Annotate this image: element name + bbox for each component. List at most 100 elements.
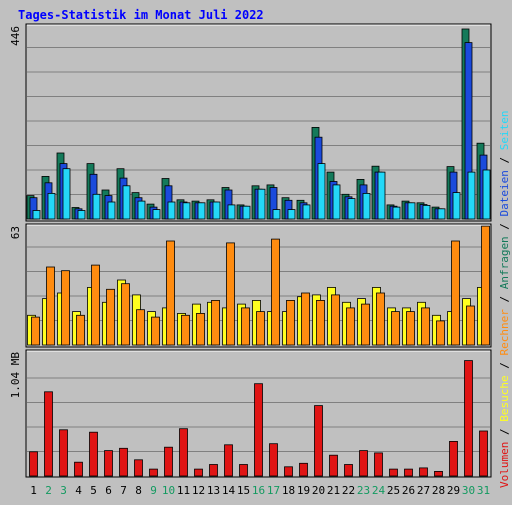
day-label-16: 16 [252,484,265,497]
bar-rechner-day-26 [406,311,415,346]
day-label-7: 7 [120,484,127,497]
bar-seiten-day-16 [257,188,266,220]
bar-seiten-day-11 [182,202,191,220]
bar-rechner-day-30 [466,305,475,346]
y-max-label-bottom: 1.04 MB [9,352,22,399]
bar-seiten-day-18 [287,209,296,220]
bar-volumen-day-16 [254,383,263,477]
bar-rechner-day-19 [301,292,310,346]
bar-seiten-day-3 [62,168,71,220]
bar-volumen-day-27 [419,467,428,477]
day-label-11: 11 [177,484,190,497]
bar-rechner-day-27 [421,307,430,346]
legend-entry-besuche: Besuche [498,375,511,421]
bar-rechner-day-13 [211,299,220,346]
bar-rechner-day-24 [376,292,385,346]
bar-rechner-day-22 [346,307,355,346]
day-label-21: 21 [327,484,340,497]
legend-entry-seiten: Seiten [498,110,511,150]
bar-seiten-day-26 [407,202,416,220]
bar-rechner-day-23 [361,303,370,346]
bar-volumen-day-12 [194,468,203,477]
legend-separator: / [498,356,511,376]
bar-rechner-day-25 [391,311,400,346]
bar-rechner-day-1 [31,316,40,346]
bar-volumen-day-30 [464,360,473,477]
y-max-label-middle: 63 [9,226,22,239]
day-label-12: 12 [192,484,205,497]
legend-entry-volumen: Volumen [498,442,511,488]
bar-rechner-day-4 [76,314,85,346]
legend-separator: / [498,150,511,170]
bar-rechner-day-14 [226,242,235,346]
bar-seiten-day-25 [392,206,401,220]
bar-rechner-day-3 [61,270,70,346]
bar-seiten-day-13 [212,201,221,220]
bar-volumen-day-21 [329,454,338,477]
bar-rechner-day-21 [331,294,340,346]
day-label-17: 17 [267,484,280,497]
bar-seiten-day-2 [47,192,56,220]
bar-seiten-day-14 [227,204,236,220]
bar-rechner-day-5 [91,264,100,346]
bar-rechner-day-10 [166,240,175,346]
bar-rechner-day-18 [286,299,295,346]
bar-seiten-day-20 [317,163,326,220]
bar-rechner-day-15 [241,307,250,346]
day-label-9: 9 [150,484,157,497]
bar-volumen-day-15 [239,464,248,477]
bar-rechner-day-12 [196,312,205,346]
panel-top: 446 [9,23,492,222]
bar-rechner-day-8 [136,309,145,346]
legend-separator: / [498,216,511,236]
day-label-28: 28 [432,484,445,497]
bar-seiten-day-1 [32,210,41,220]
bar-rechner-day-7 [121,283,130,346]
day-label-6: 6 [105,484,112,497]
day-label-30: 30 [462,484,475,497]
bar-rechner-day-16 [256,311,265,346]
bar-seiten-day-29 [452,192,461,220]
bar-seiten-day-23 [362,192,371,220]
bar-rechner-day-6 [106,288,115,346]
bar-seiten-day-17 [272,209,281,220]
bar-seiten-day-12 [197,202,206,220]
bar-volumen-day-26 [404,468,413,477]
bar-seiten-day-8 [137,200,146,220]
day-label-19: 19 [297,484,310,497]
chart-panels: 446 63 1.04 MB [9,23,492,478]
bar-seiten-day-30 [467,171,476,220]
panel-bottom: 1.04 MB [9,349,492,478]
day-label-15: 15 [237,484,250,497]
bar-seiten-day-9 [152,209,161,220]
bar-rechner-day-31 [481,225,490,346]
chart-title: Tages-Statistik im Monat Juli 2022 [18,8,264,22]
day-label-4: 4 [75,484,82,497]
bar-seiten-day-27 [422,204,431,220]
bar-volumen-day-10 [164,446,173,477]
bar-rechner-day-2 [46,266,55,346]
bar-volumen-day-4 [74,461,83,477]
y-max-label-top: 446 [9,26,22,46]
day-label-14: 14 [222,484,236,497]
panel-middle: 63 [9,223,492,348]
bar-volumen-day-31 [479,430,488,477]
bar-volumen-day-20 [314,405,323,477]
bar-volumen-day-6 [104,450,113,477]
bar-seiten-day-31 [482,169,491,220]
bar-volumen-day-9 [149,468,158,477]
bar-volumen-day-17 [269,443,278,477]
bar-seiten-day-6 [107,201,116,220]
day-label-13: 13 [207,484,220,497]
bar-volumen-day-23 [359,450,368,477]
day-label-8: 8 [135,484,142,497]
bar-seiten-day-5 [92,193,101,220]
legend-separator: / [498,422,511,442]
bar-volumen-day-1 [29,451,38,477]
day-label-20: 20 [312,484,325,497]
bar-volumen-day-8 [134,459,143,477]
day-label-2: 2 [45,484,52,497]
bar-volumen-day-29 [449,440,458,477]
